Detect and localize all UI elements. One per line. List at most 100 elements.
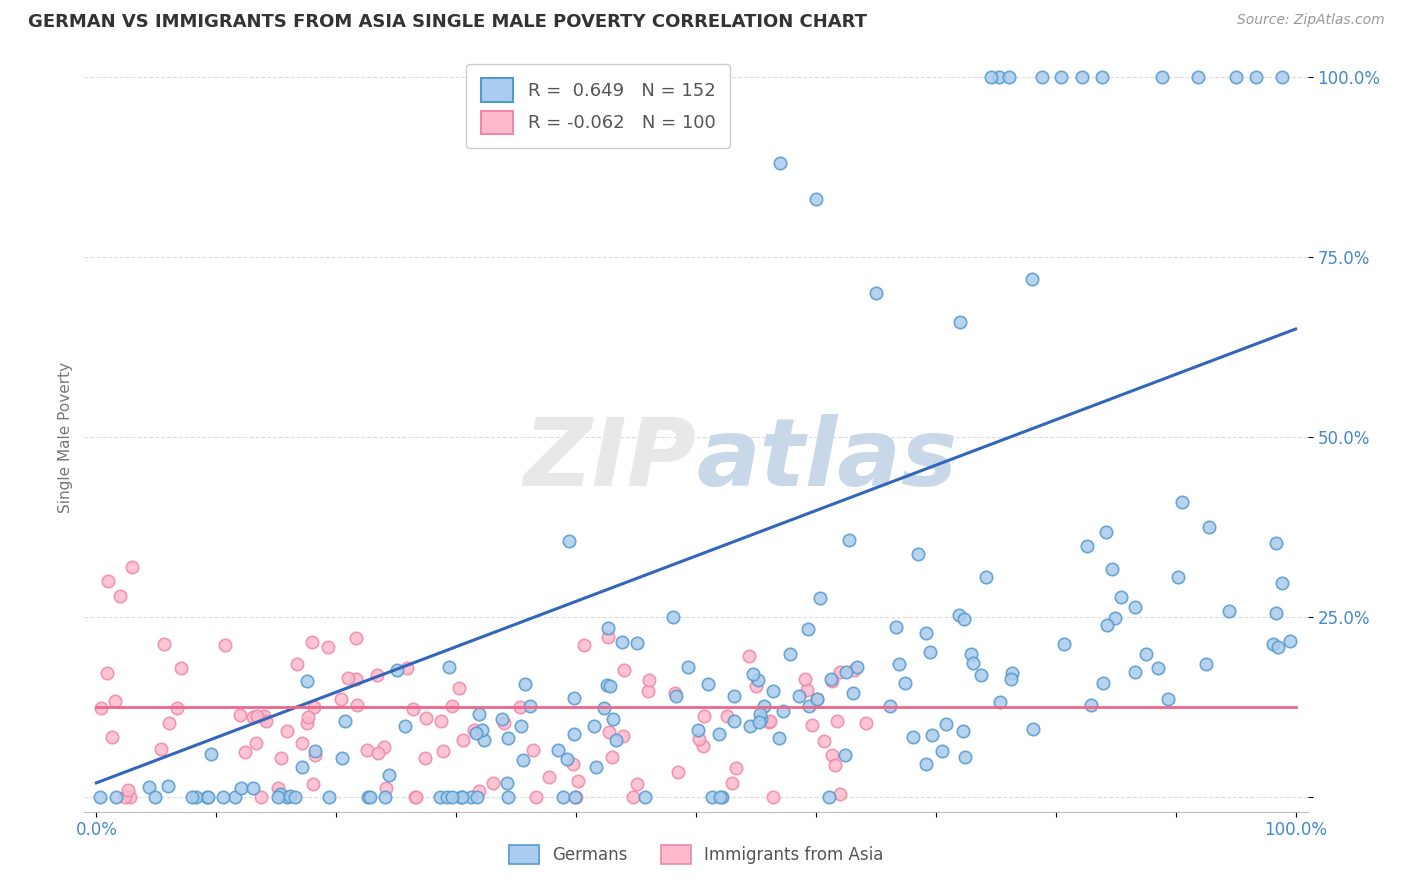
Point xyxy=(801,717,824,731)
Point xyxy=(496,790,519,805)
Point xyxy=(710,790,733,805)
Point xyxy=(567,774,589,789)
Point xyxy=(90,700,112,714)
Point xyxy=(101,730,124,744)
Point xyxy=(688,732,710,747)
Point xyxy=(1244,70,1267,84)
Point xyxy=(180,790,202,805)
Point xyxy=(229,781,252,796)
Legend: Germans, Immigrants from Asia: Germans, Immigrants from Asia xyxy=(502,838,890,871)
Point xyxy=(346,698,368,713)
Point xyxy=(512,753,534,767)
Point xyxy=(166,701,188,715)
Point xyxy=(1022,723,1045,737)
Point xyxy=(432,744,454,758)
Point xyxy=(596,630,619,644)
Point xyxy=(1053,637,1076,651)
Point xyxy=(1094,525,1116,540)
Point xyxy=(903,731,925,745)
Point xyxy=(952,724,974,739)
Point xyxy=(1104,611,1126,625)
Point xyxy=(405,790,427,805)
Point xyxy=(744,679,766,693)
Point xyxy=(367,747,389,761)
Point xyxy=(114,790,136,805)
Point xyxy=(562,727,585,741)
Point xyxy=(212,790,235,805)
Point xyxy=(692,739,714,753)
Point xyxy=(437,659,460,673)
Point xyxy=(721,776,744,790)
Point xyxy=(467,706,489,721)
Point xyxy=(794,672,817,686)
Point xyxy=(738,649,761,664)
Point xyxy=(806,692,828,706)
Point xyxy=(276,724,298,739)
Point xyxy=(846,659,869,673)
Point xyxy=(482,776,505,790)
Point xyxy=(494,715,516,730)
Point xyxy=(602,712,624,726)
Point xyxy=(1271,70,1294,84)
Point xyxy=(1031,70,1053,84)
Point xyxy=(678,660,700,674)
Point xyxy=(1171,495,1194,509)
Point xyxy=(879,698,901,713)
Point xyxy=(796,683,818,698)
Point xyxy=(104,694,127,708)
Point xyxy=(820,672,842,686)
Point xyxy=(920,645,942,659)
Point xyxy=(596,678,619,692)
Point xyxy=(291,736,314,750)
Point xyxy=(634,790,657,805)
Point xyxy=(359,790,381,805)
Point xyxy=(665,689,688,703)
Point xyxy=(519,698,541,713)
Point xyxy=(366,667,388,681)
Point xyxy=(1001,665,1024,680)
Point xyxy=(825,714,848,728)
Point xyxy=(799,698,821,713)
Point xyxy=(953,612,976,626)
Point xyxy=(522,743,544,757)
Point xyxy=(509,699,531,714)
Point xyxy=(1101,562,1123,576)
Point xyxy=(974,570,997,584)
Point xyxy=(758,714,780,729)
Point xyxy=(149,741,172,756)
Point xyxy=(759,714,782,728)
Point xyxy=(1000,673,1022,687)
Point xyxy=(1109,590,1132,604)
Point xyxy=(440,698,463,713)
Point xyxy=(1218,604,1240,618)
Point xyxy=(1076,539,1098,553)
Point xyxy=(749,712,772,726)
Point xyxy=(460,790,482,805)
Point xyxy=(1095,618,1118,632)
Point xyxy=(170,660,193,674)
Point xyxy=(828,665,851,679)
Text: GERMAN VS IMMIGRANTS FROM ASIA SINGLE MALE POVERTY CORRELATION CHART: GERMAN VS IMMIGRANTS FROM ASIA SINGLE MA… xyxy=(28,13,868,31)
Point xyxy=(97,574,120,589)
Point xyxy=(1123,665,1146,679)
Point xyxy=(295,674,318,689)
Point xyxy=(838,533,860,548)
Point xyxy=(821,747,844,762)
Point xyxy=(980,70,1002,84)
Point xyxy=(157,715,180,730)
Point xyxy=(278,789,301,804)
Point xyxy=(214,639,236,653)
Point xyxy=(96,666,118,681)
Text: atlas: atlas xyxy=(696,414,957,506)
Point xyxy=(468,784,491,798)
Point xyxy=(415,711,437,725)
Point xyxy=(806,691,828,706)
Point xyxy=(762,790,785,805)
Point xyxy=(89,790,111,805)
Point xyxy=(626,777,648,791)
Point xyxy=(235,745,257,759)
Point xyxy=(357,790,380,805)
Point xyxy=(752,698,775,713)
Point xyxy=(723,689,745,703)
Point xyxy=(915,625,938,640)
